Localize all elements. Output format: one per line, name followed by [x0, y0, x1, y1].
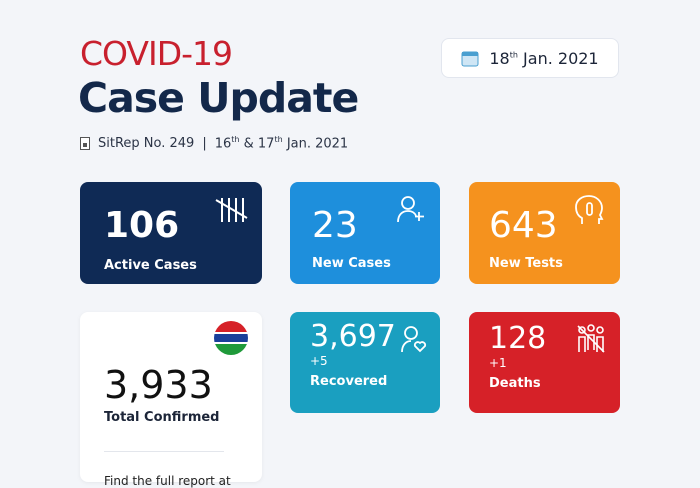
sitrep-line: SitRep No. 249 | 16th & 17th Jan. 2021	[80, 135, 348, 151]
deaths-card: 128 +1 Deaths	[469, 312, 620, 413]
active-cases-label: Active Cases	[104, 258, 197, 273]
recovered-delta: +5	[310, 354, 328, 368]
deaths-value: 128	[489, 321, 547, 356]
title-line1: COVID-19	[80, 34, 233, 73]
active-cases-card: 106 Active Cases	[80, 182, 262, 284]
new-tests-label: New Tests	[489, 256, 563, 271]
active-cases-value: 106	[104, 205, 180, 246]
people-icon	[577, 324, 605, 353]
head-thermometer-icon	[575, 195, 604, 224]
divider	[104, 451, 224, 452]
recovered-label: Recovered	[310, 374, 388, 389]
page-title: Case Update	[78, 74, 359, 122]
total-confirmed-card: 3,933 Total Confirmed Find the full repo…	[80, 312, 262, 488]
date-badge: 18th Jan. 2021	[441, 38, 619, 78]
deaths-label: Deaths	[489, 376, 541, 391]
user-plus-icon	[397, 196, 424, 223]
tally-icon	[215, 198, 248, 222]
gambia-flag-icon	[214, 321, 248, 355]
user-heart-icon	[401, 326, 427, 353]
calendar-icon	[461, 51, 479, 67]
sitrep-number: SitRep No. 249	[98, 135, 195, 151]
new-cases-value: 23	[312, 205, 358, 246]
report-link-text: Find the full report at	[104, 474, 231, 488]
new-cases-card: 23 New Cases	[290, 182, 440, 284]
document-icon	[80, 136, 90, 150]
total-confirmed-value: 3,933	[104, 363, 213, 407]
new-tests-value: 643	[489, 205, 558, 246]
new-cases-label: New Cases	[312, 256, 391, 271]
report-date: 18th Jan. 2021	[489, 48, 599, 68]
recovered-card: 3,697 +5 Recovered	[290, 312, 440, 413]
separator: |	[202, 135, 207, 151]
recovered-value: 3,697	[310, 319, 396, 354]
sitrep-period: 16th & 17th Jan. 2021	[214, 135, 349, 152]
total-confirmed-label: Total Confirmed	[104, 410, 220, 425]
deaths-delta: +1	[489, 356, 507, 370]
new-tests-card: 643 New Tests	[469, 182, 620, 284]
